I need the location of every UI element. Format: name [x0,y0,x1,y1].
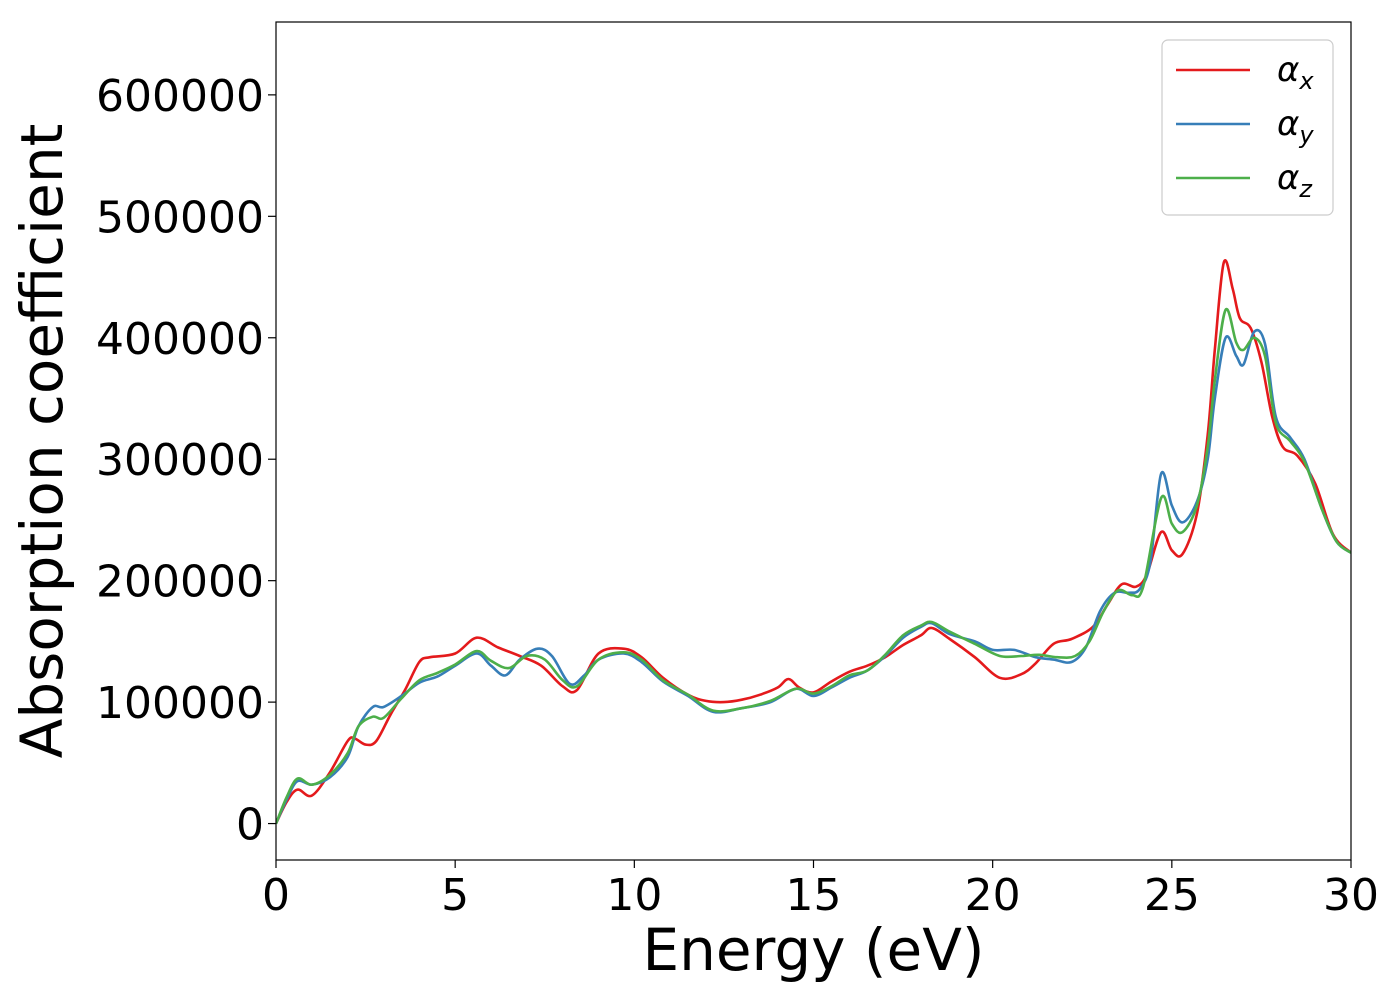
y-tick-label: 500000 [96,192,264,243]
y-tick-label: 100000 [96,678,264,729]
x-tick-label: 25 [1144,870,1200,921]
legend-subscript: y [1298,121,1314,149]
x-tick-label: 20 [965,870,1021,921]
legend-symbol: α [1277,158,1299,198]
y-axis-title: Absorption coefficient [8,124,76,759]
y-tick-label: 0 [236,800,264,851]
y-tick-label: 400000 [96,314,264,365]
x-tick-label: 15 [786,870,842,921]
x-tick-label: 30 [1323,870,1379,921]
series-layer [276,259,1351,825]
y-tick-label: 200000 [96,557,264,608]
legend-box [1161,39,1334,216]
series-line-z [276,307,1351,825]
legend-symbol: α [1277,104,1299,144]
x-tick-label: 5 [441,870,469,921]
series-line-x [276,259,1351,825]
series-line-y [276,328,1351,825]
y-tick-label: 300000 [96,435,264,486]
x-tick-label: 10 [606,870,662,921]
x-axis-title: Energy (eV) [642,916,984,984]
legend-subscript: z [1298,175,1313,203]
y-tick-label: 600000 [96,71,264,122]
legend-label-x: αx [1277,50,1314,95]
ticks-layer: 0 5 10 15 20 25 30 0 100000 200000 300000 400000 500… [96,71,1379,921]
legend-label-y: αy [1277,104,1314,149]
x-tick-label: 0 [262,870,290,921]
legend-subscript: x [1298,67,1314,95]
legend-symbol: α [1277,50,1299,90]
legend-label-z: αz [1277,158,1313,203]
